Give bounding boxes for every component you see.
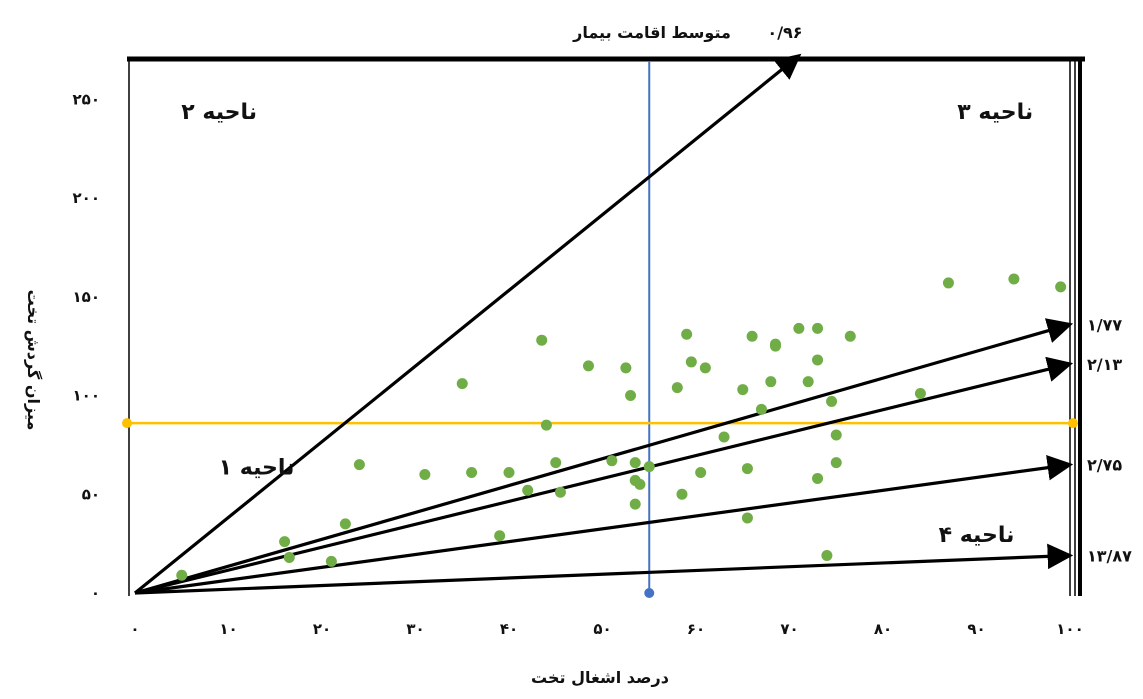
ray-label: ۲/۷۵ [1087, 456, 1122, 475]
x-tick-label: ۸۰ [874, 620, 892, 638]
y-tick-labels: ۰ ۵۰ ۱۰۰ ۱۵۰ ۲۰۰ ۲۵۰ [73, 90, 100, 602]
data-point [339, 518, 351, 530]
data-point [769, 338, 781, 350]
y-tick-label: ۱۰۰ [73, 387, 100, 405]
data-point [643, 461, 655, 473]
data-point [325, 555, 337, 567]
x-axis-title: درصد اشغال تخت [531, 668, 669, 687]
data-point [746, 330, 758, 342]
data-point [620, 362, 632, 374]
data-point [540, 419, 552, 431]
data-point [737, 384, 749, 396]
data-point [353, 459, 365, 471]
horizontal-reference-dot-left [122, 418, 132, 429]
data-point [681, 328, 693, 340]
ray-label: ۲/۱۳ [1087, 355, 1122, 374]
data-point [279, 536, 291, 548]
ratio-ray [134, 454, 1074, 595]
data-point [176, 569, 188, 581]
data-point [699, 362, 711, 374]
data-point [741, 512, 753, 524]
ratio-ray [133, 53, 802, 595]
x-tick-label: ۰ [130, 620, 139, 638]
x-tick-label: ۴۰ [500, 620, 518, 638]
data-point [755, 403, 767, 415]
data-point [671, 382, 683, 394]
region-label: ناحیه ۱ [219, 456, 295, 481]
data-point [536, 334, 548, 346]
x-tick-label: ۷۰ [780, 620, 798, 638]
y-tick-label: ۲۰۰ [73, 189, 100, 207]
data-point [676, 488, 688, 500]
x-tick-label: ۱۰۰ [1056, 620, 1083, 638]
data-point [456, 378, 468, 390]
vertical-reference-dot [644, 588, 655, 598]
x-tick-label: ۲۰ [313, 620, 331, 638]
data-point [844, 330, 856, 342]
x-tick-label: ۶۰ [687, 620, 705, 638]
data-point [1055, 281, 1067, 293]
data-point [826, 395, 838, 407]
reference-lines [122, 61, 1078, 598]
data-point [629, 457, 641, 469]
region-label: ناحیه ۲ [181, 100, 257, 125]
x-tick-label: ۱۰ [219, 620, 237, 638]
y-axis-title: میزان گردش تخت [24, 290, 43, 431]
horizontal-reference-dot-right [1068, 418, 1078, 429]
data-point [625, 390, 637, 401]
region-labels: ناحیه ۱ ناحیه ۲ ناحیه ۳ ناحیه ۴ [181, 100, 1033, 548]
y-tick-label: ۱۵۰ [73, 288, 100, 306]
x-tick-label: ۳۰ [406, 620, 424, 638]
data-point [741, 463, 753, 475]
data-point [718, 431, 730, 443]
data-point [550, 457, 562, 469]
x-tick-label: ۵۰ [593, 620, 611, 638]
top-label-value: ۰/۹۶ [767, 23, 802, 42]
y-tick-label: ۰ [91, 584, 100, 602]
data-point [830, 429, 842, 441]
scatter-points [176, 273, 1067, 581]
data-point [466, 467, 478, 479]
data-point [695, 467, 707, 479]
data-point [685, 356, 697, 368]
data-point [503, 467, 515, 479]
data-point [494, 530, 506, 542]
y-tick-label: ۵۰ [82, 485, 100, 503]
ratio-ray [134, 543, 1074, 595]
region-label: ناحیه ۳ [957, 100, 1033, 125]
data-point [802, 376, 814, 388]
data-point [522, 484, 534, 496]
data-point [830, 457, 842, 469]
region-label: ناحیه ۴ [939, 523, 1015, 548]
data-point [582, 360, 594, 372]
data-point [914, 388, 926, 400]
data-point [812, 322, 824, 334]
data-point [634, 478, 646, 490]
data-point [821, 549, 833, 561]
ray-label: ۱۳/۸۷ [1087, 546, 1132, 565]
ray-label: ۱/۷۷ [1087, 315, 1122, 334]
data-point [812, 354, 824, 366]
y-tick-label: ۲۵۰ [73, 90, 100, 108]
data-point [419, 469, 431, 480]
data-point [793, 322, 805, 334]
ratio-ray [134, 318, 1074, 595]
data-point [1008, 273, 1020, 285]
data-point [629, 498, 641, 510]
data-point [554, 486, 566, 498]
data-point [765, 376, 777, 388]
x-tick-labels: ۰ ۱۰ ۲۰ ۳۰ ۴۰ ۵۰ ۶۰ ۷۰ ۸۰ ۹۰ ۱۰۰ [130, 620, 1083, 638]
data-point [942, 277, 954, 289]
x-tick-label: ۹۰ [967, 620, 985, 638]
data-point [812, 472, 824, 484]
ratio-rays [133, 53, 1074, 595]
top-label-text: متوسط اقامت بیمار [572, 23, 731, 42]
data-point [283, 551, 295, 563]
ray-labels: ۱/۷۷ ۲/۱۳ ۲/۷۵ ۱۳/۸۷ [1087, 315, 1132, 565]
plot-frame [127, 56, 1085, 596]
data-point [606, 455, 618, 467]
